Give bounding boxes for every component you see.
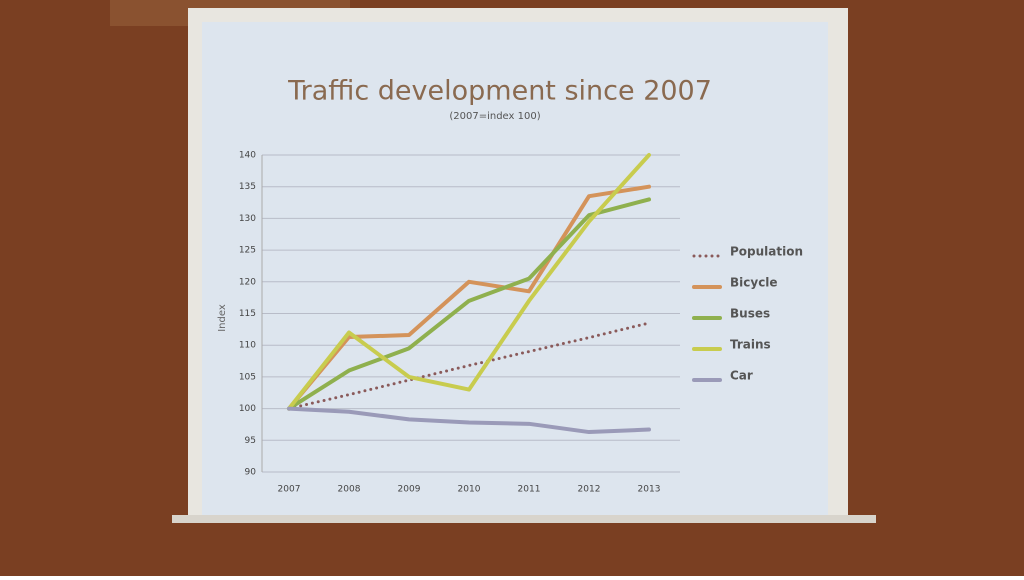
screen	[202, 22, 828, 516]
y-tick-label: 125	[239, 246, 256, 256]
x-tick-label: 2013	[638, 485, 661, 495]
x-tick-label: 2010	[458, 485, 481, 495]
legend-label: Car	[730, 369, 753, 383]
series-line	[287, 153, 651, 411]
x-tick-label: 2008	[338, 485, 361, 495]
y-tick-label: 140	[239, 151, 256, 161]
y-tick-label: 115	[239, 309, 256, 319]
y-tick-label: 100	[239, 404, 256, 414]
legend-label: Population	[730, 245, 803, 259]
series-line	[287, 321, 651, 411]
y-axis-label: Index	[217, 304, 228, 332]
x-tick-label: 2011	[518, 485, 541, 495]
y-tick-label: 105	[239, 372, 256, 382]
series-line	[287, 184, 651, 411]
y-tick-label: 120	[239, 277, 256, 287]
screen-bar	[172, 515, 876, 523]
x-tick-label: 2012	[578, 485, 601, 495]
y-tick-label: 110	[239, 341, 256, 351]
chart-subtitle: (2007=index 100)	[449, 111, 540, 122]
y-tick-label: 130	[239, 214, 256, 224]
legend-label: Bicycle	[730, 276, 778, 290]
chart-title: Traffic development since 2007	[287, 76, 712, 107]
y-tick-label: 135	[239, 182, 256, 192]
y-tick-label: 95	[245, 436, 256, 446]
y-tick-label: 90	[245, 468, 257, 478]
legend-label: Buses	[730, 307, 770, 321]
x-tick-label: 2007	[278, 485, 301, 495]
series-line	[287, 406, 651, 435]
series-line	[287, 197, 651, 411]
legend-label: Trains	[730, 338, 771, 352]
x-tick-label: 2009	[398, 485, 421, 495]
